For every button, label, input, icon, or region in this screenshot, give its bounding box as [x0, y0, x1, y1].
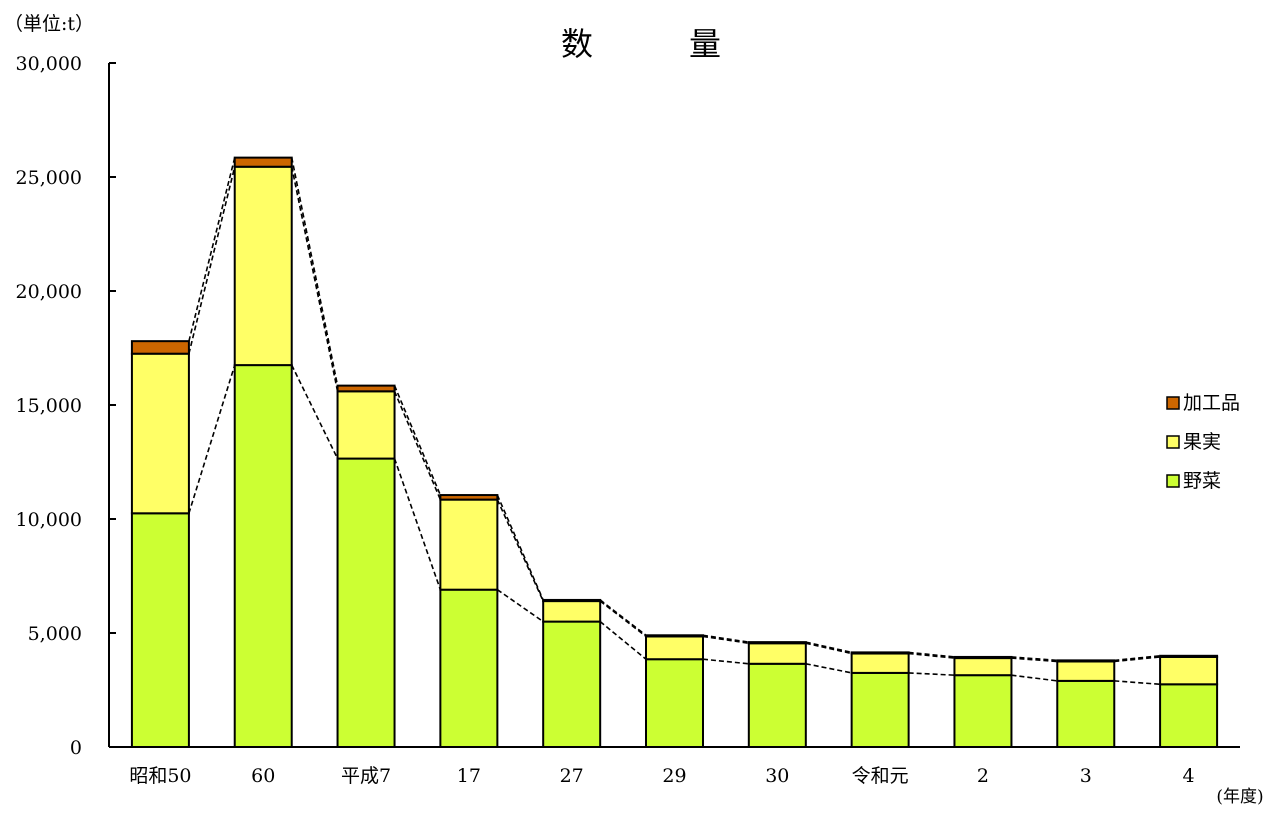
bar-segment-vegetables — [542, 620, 602, 748]
connector-line — [1011, 674, 1058, 682]
y-tick-label: 25,000 — [16, 167, 82, 189]
bar-segment-fruit — [1159, 655, 1219, 686]
bar-segment-fruit — [336, 390, 396, 460]
bar-segment-fruit — [1056, 660, 1116, 682]
bar-segment-processed — [747, 641, 807, 645]
legend-swatch — [1166, 474, 1180, 488]
x-tick-label: 4 — [1183, 765, 1195, 787]
bar-segment-vegetables — [747, 662, 807, 749]
legend-swatch — [1166, 396, 1180, 410]
bar-segment-fruit — [130, 352, 190, 515]
x-tick-label: 60 — [251, 765, 275, 787]
bar-segment-processed — [130, 340, 190, 355]
connector-line — [1114, 680, 1161, 686]
y-tick-label: 15,000 — [16, 395, 82, 417]
connector-line — [1011, 656, 1058, 662]
connector-line — [188, 364, 236, 514]
legend-swatch — [1166, 435, 1180, 449]
connector-line — [291, 364, 339, 459]
bar-segment-processed — [233, 156, 293, 168]
connector-line — [702, 634, 749, 643]
connector-line — [599, 599, 647, 636]
connector-line — [599, 620, 647, 660]
connector-line — [496, 589, 544, 623]
connector-line — [290, 157, 339, 386]
y-tick-label: 20,000 — [16, 281, 82, 303]
x-tick-label: 昭和50 — [129, 765, 191, 787]
bar-segment-processed — [645, 634, 704, 638]
x-tick-label: 3 — [1080, 765, 1092, 787]
bar-segment-fruit — [645, 635, 704, 661]
x-tick-label: 29 — [662, 765, 686, 787]
connector-line — [599, 600, 647, 638]
x-axis: 昭和50 60 平成7 17 27 29 30 令和元 2 3 4 — [109, 746, 1240, 787]
y-axis: 0 5,000 10,000 15,000 20,000 25,000 30,000 — [16, 53, 116, 759]
x-tick-label: 平成7 — [341, 765, 391, 787]
chart-title: 数 量 — [561, 25, 721, 63]
bar-segment-vegetables — [850, 671, 910, 749]
bar-segment-processed — [953, 655, 1013, 660]
bar-segment-fruit — [542, 600, 602, 623]
bar-segment-processed — [542, 598, 602, 603]
connector-line — [188, 166, 236, 354]
bars-group — [130, 156, 1219, 749]
x-unit-label: (年度) — [1216, 787, 1263, 807]
connector-line — [805, 642, 852, 655]
y-tick-label: 0 — [70, 737, 82, 759]
connector-line — [702, 635, 749, 645]
connector-line — [702, 658, 749, 665]
bar-segment-vegetables — [645, 658, 704, 748]
connector-line — [908, 672, 955, 676]
x-tick-label: 令和元 — [852, 765, 909, 787]
series-connector-lines — [188, 157, 1161, 686]
connector-line — [1114, 655, 1161, 662]
y-tick-label: 5,000 — [28, 623, 82, 645]
bar-segment-fruit — [850, 652, 910, 674]
x-tick-label: 17 — [457, 765, 481, 787]
bar-segment-vegetables — [233, 364, 293, 748]
y-tick-label: 30,000 — [16, 53, 82, 75]
connector-line — [805, 641, 852, 654]
bar-segment-vegetables — [1159, 683, 1219, 748]
connector-line — [908, 652, 955, 659]
x-tick-label: 2 — [977, 765, 989, 787]
x-tick-label: 30 — [765, 765, 789, 787]
bar-segment-processed — [439, 494, 499, 501]
bar-segment-fruit — [953, 657, 1013, 677]
bar-segment-processed — [850, 651, 910, 655]
bar-segment-vegetables — [130, 512, 190, 748]
bar-segment-fruit — [439, 498, 499, 591]
connector-line — [393, 391, 442, 500]
connector-line — [188, 157, 236, 342]
connector-line — [290, 166, 339, 392]
legend-label: 果実 — [1183, 431, 1221, 453]
y-tick-label: 10,000 — [16, 509, 82, 531]
legend-label: 野菜 — [1183, 470, 1221, 492]
bar-segment-processed — [1159, 654, 1219, 658]
bar-segment-processed — [1056, 659, 1116, 663]
connector-line — [805, 662, 852, 674]
x-tick-label: 27 — [560, 765, 584, 787]
bar-segment-fruit — [747, 642, 807, 665]
bar-segment-processed — [336, 384, 396, 393]
bar-segment-vegetables — [439, 588, 499, 748]
bar-segment-vegetables — [336, 457, 396, 748]
legend-label: 加工品 — [1183, 392, 1240, 414]
connector-line — [496, 494, 544, 601]
bar-segment-fruit — [233, 165, 293, 367]
connector-line — [393, 458, 442, 590]
connector-line — [1114, 656, 1161, 663]
connector-line — [908, 651, 955, 658]
bar-segment-vegetables — [953, 674, 1013, 748]
bar-segment-vegetables — [1056, 679, 1116, 749]
connector-line — [1011, 657, 1058, 663]
connector-line — [393, 385, 442, 496]
unit-label: （単位:t） — [4, 13, 94, 35]
